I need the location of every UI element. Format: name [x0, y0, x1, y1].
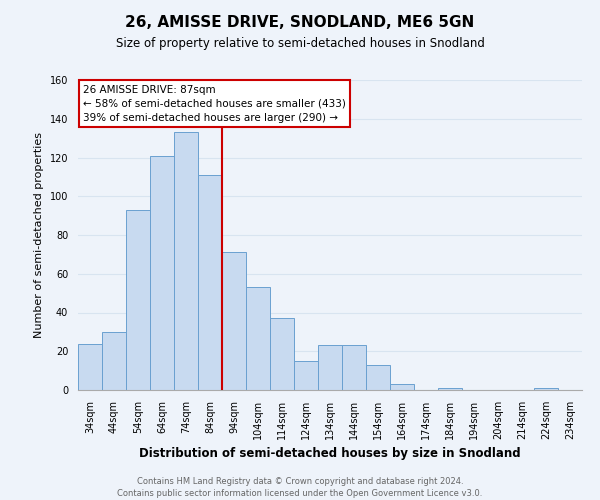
Bar — [174, 132, 198, 390]
Bar — [294, 361, 318, 390]
Text: Size of property relative to semi-detached houses in Snodland: Size of property relative to semi-detach… — [116, 38, 484, 51]
X-axis label: Distribution of semi-detached houses by size in Snodland: Distribution of semi-detached houses by … — [139, 448, 521, 460]
Bar — [438, 388, 462, 390]
Bar — [198, 175, 222, 390]
Bar — [102, 332, 126, 390]
Text: 26 AMISSE DRIVE: 87sqm
← 58% of semi-detached houses are smaller (433)
39% of se: 26 AMISSE DRIVE: 87sqm ← 58% of semi-det… — [83, 84, 346, 122]
Bar — [534, 388, 558, 390]
Bar — [78, 344, 102, 390]
Text: Contains HM Land Registry data © Crown copyright and database right 2024.
Contai: Contains HM Land Registry data © Crown c… — [118, 476, 482, 498]
Bar — [126, 210, 150, 390]
Bar — [342, 346, 366, 390]
Text: 26, AMISSE DRIVE, SNODLAND, ME6 5GN: 26, AMISSE DRIVE, SNODLAND, ME6 5GN — [125, 15, 475, 30]
Bar — [366, 365, 390, 390]
Bar — [246, 288, 270, 390]
Bar — [318, 346, 342, 390]
Bar — [270, 318, 294, 390]
Bar — [390, 384, 414, 390]
Y-axis label: Number of semi-detached properties: Number of semi-detached properties — [34, 132, 44, 338]
Bar — [150, 156, 174, 390]
Bar — [222, 252, 246, 390]
